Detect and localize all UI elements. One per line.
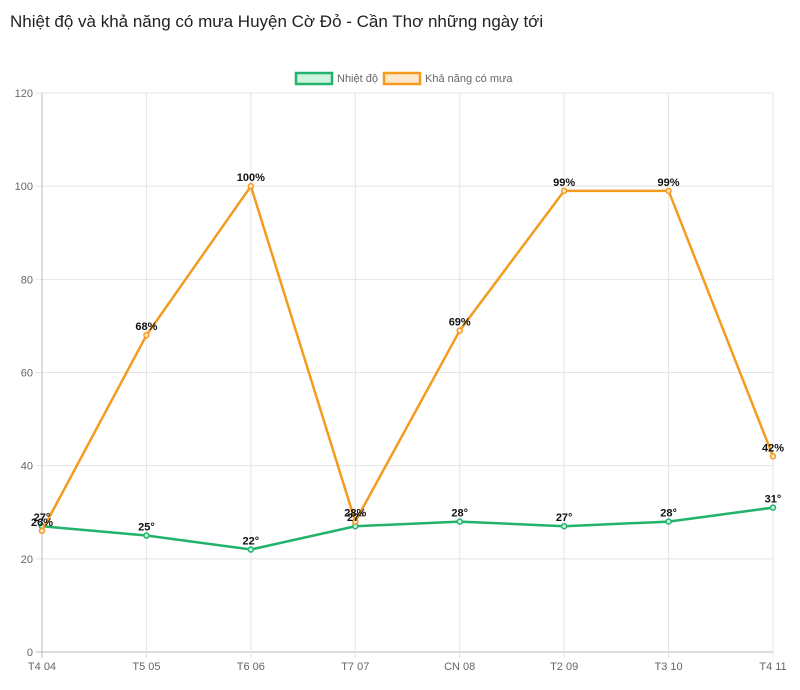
- data-point: [352, 518, 359, 525]
- series-layer: [38, 182, 777, 553]
- data-label: 27°: [347, 512, 364, 524]
- data-label: 69%: [449, 317, 471, 329]
- data-label: 68%: [135, 321, 157, 333]
- page-title: Nhiệt độ và khả năng có mưa Huyện Cờ Đỏ …: [10, 12, 544, 31]
- x-tick-label: T5 05: [132, 661, 160, 673]
- data-point: [456, 518, 463, 525]
- data-label: 26%: [31, 517, 53, 529]
- legend-swatch: [382, 71, 422, 86]
- data-point: [665, 187, 672, 195]
- data-point: [143, 331, 150, 339]
- grid-layer: [36, 92, 774, 658]
- data-point: [143, 532, 150, 539]
- y-tick-label: 80: [21, 274, 33, 286]
- data-point: [560, 187, 568, 195]
- data-label: 100%: [237, 172, 265, 184]
- x-tick-label: T4 11: [759, 661, 786, 673]
- x-tick-label: T6 06: [237, 661, 265, 673]
- y-tick-label: 20: [21, 554, 33, 566]
- y-tick-label: 60: [21, 368, 33, 380]
- data-label: 27°: [556, 512, 573, 524]
- x-tick-label: T4 04: [28, 661, 56, 673]
- x-tick-label: CN 08: [444, 661, 475, 673]
- data-label: 99%: [658, 177, 680, 189]
- x-tick-label: T2 09: [550, 661, 578, 673]
- data-label: 27°: [34, 512, 51, 524]
- x-tick-label: T7 07: [341, 661, 369, 673]
- data-point: [665, 518, 672, 525]
- data-point: [247, 546, 255, 553]
- y-tick-label: 120: [15, 88, 33, 100]
- series-line: [41, 506, 774, 551]
- data-point: [247, 182, 255, 190]
- data-label: 99%: [553, 177, 575, 189]
- data-label: 42%: [762, 442, 784, 454]
- data-point: [38, 527, 46, 535]
- legend-swatch: [294, 71, 334, 86]
- legend-label: Khả năng có mưa: [425, 73, 513, 85]
- y-tick-label: 0: [27, 647, 33, 659]
- data-label-layer: 27° 25° 22° 27° 28° 27° 28° 31° 26% 68% 100% 28% 69%…: [31, 172, 784, 547]
- y-tick-label: 40: [21, 461, 33, 473]
- data-point: [769, 504, 777, 511]
- legend: Nhiệt độ Khả năng có mưa: [294, 71, 513, 86]
- data-label: 28%: [344, 508, 366, 520]
- data-point: [560, 522, 568, 530]
- legend-label: Nhiệt độ: [337, 73, 378, 85]
- data-label: 31°: [765, 494, 782, 506]
- data-label: 25°: [138, 522, 155, 534]
- series-line: [40, 183, 775, 532]
- data-point: [769, 453, 777, 460]
- axis-layer: 0 20 40 60 80 100 120 T4 04 T5 05 T6 06 T7 07 CN 08…: [15, 88, 787, 673]
- data-point: [456, 327, 463, 334]
- data-label: 22°: [243, 536, 260, 548]
- data-label: 28°: [451, 508, 468, 520]
- x-tick-label: T3 10: [655, 661, 683, 673]
- y-tick-label: 100: [15, 181, 33, 193]
- data-label: 28°: [660, 508, 677, 520]
